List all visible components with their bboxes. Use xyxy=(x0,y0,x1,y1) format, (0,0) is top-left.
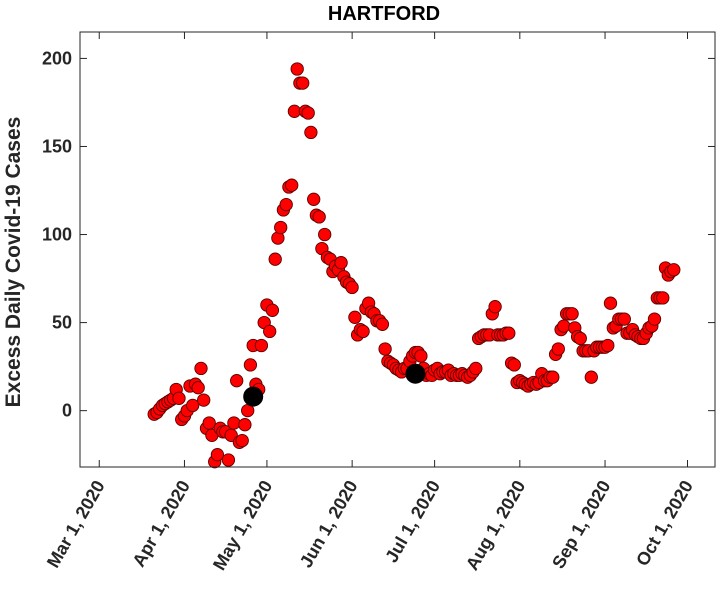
y-axis-label: Excess Daily Covid-19 Cases xyxy=(2,117,25,408)
x-tick-label: Jun 1, 2020 xyxy=(296,477,362,571)
y-tick-label: 150 xyxy=(42,136,72,156)
y-tick-label: 0 xyxy=(62,401,72,421)
y-tick-label: 200 xyxy=(42,48,72,68)
highlight-point xyxy=(243,386,264,407)
data-point xyxy=(287,104,302,118)
data-point xyxy=(285,178,299,192)
data-point xyxy=(265,303,280,317)
data-point xyxy=(345,280,359,295)
x-tick-label: Apr 1, 2020 xyxy=(129,477,194,570)
chart-title: HARTFORD xyxy=(328,3,440,25)
plot-box xyxy=(79,31,716,468)
data-point xyxy=(221,453,236,467)
data-point xyxy=(573,331,587,346)
data-points xyxy=(147,62,681,469)
data-point xyxy=(656,291,670,305)
x-tick-label: May 1, 2020 xyxy=(209,477,276,574)
data-point xyxy=(647,312,662,326)
data-point xyxy=(191,381,205,395)
data-point xyxy=(551,342,565,356)
data-point xyxy=(290,62,304,76)
data-point xyxy=(414,349,428,363)
data-point xyxy=(375,317,390,331)
data-point xyxy=(230,374,244,388)
data-point xyxy=(565,307,579,321)
data-point xyxy=(210,448,225,462)
data-point xyxy=(348,310,362,324)
data-point xyxy=(279,197,293,212)
data-point xyxy=(488,300,502,314)
data-point xyxy=(202,416,216,430)
data-point xyxy=(296,76,310,90)
data-point xyxy=(557,319,571,333)
y-tick-label: 100 xyxy=(42,225,72,245)
data-point xyxy=(546,370,560,384)
data-point xyxy=(172,391,186,405)
x-tick-label: Mar 1, 2020 xyxy=(43,477,109,571)
data-point xyxy=(254,338,269,353)
data-point xyxy=(334,256,348,270)
y-tick-label: 50 xyxy=(52,313,72,333)
data-point xyxy=(502,326,516,340)
x-tick-label: Jul 1, 2020 xyxy=(381,477,444,566)
data-point xyxy=(667,263,681,277)
data-point xyxy=(301,106,315,120)
data-point xyxy=(601,338,615,353)
x-tick-label: Sep 1, 2020 xyxy=(548,477,614,572)
data-point xyxy=(304,125,318,140)
data-point xyxy=(194,361,208,376)
data-point xyxy=(243,358,258,372)
highlight-point xyxy=(405,363,426,384)
data-point xyxy=(603,296,618,310)
data-point xyxy=(197,393,211,407)
data-point xyxy=(235,433,249,448)
data-point xyxy=(617,312,631,326)
data-point xyxy=(507,358,521,372)
data-point xyxy=(227,416,241,430)
highlight-points xyxy=(243,363,426,407)
data-point xyxy=(584,370,598,384)
data-point xyxy=(318,227,332,242)
data-point xyxy=(238,418,252,432)
x-tick-label: Aug 1, 2020 xyxy=(462,477,529,574)
data-point xyxy=(378,342,392,356)
data-point xyxy=(312,210,326,224)
data-point xyxy=(186,398,200,413)
x-tick-label: Oct 1, 2020 xyxy=(632,477,697,569)
data-point xyxy=(274,220,288,235)
data-point xyxy=(268,252,282,266)
data-point xyxy=(356,324,370,339)
data-point xyxy=(263,324,277,339)
data-point xyxy=(469,361,483,376)
data-point xyxy=(307,192,321,206)
